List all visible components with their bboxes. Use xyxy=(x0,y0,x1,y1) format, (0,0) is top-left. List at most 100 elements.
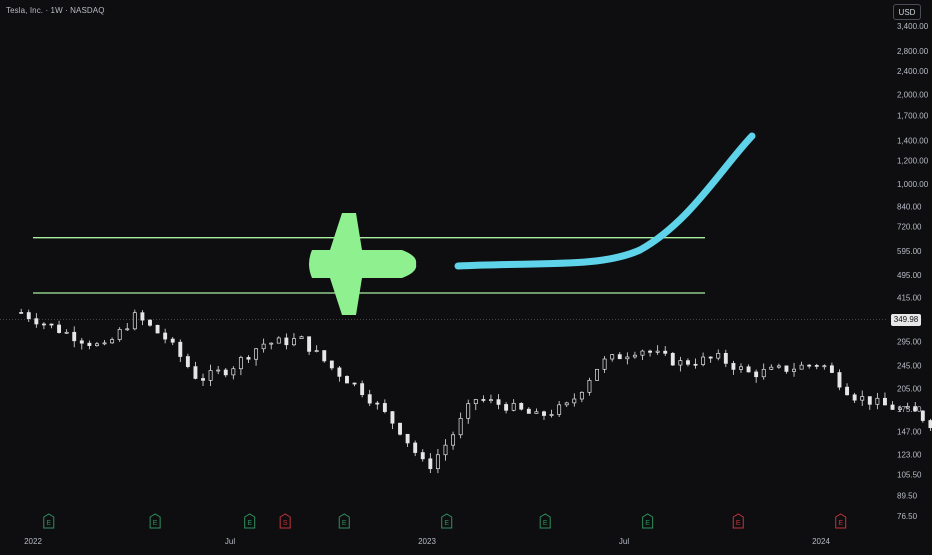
earnings-marker[interactable]: S xyxy=(279,513,291,529)
earnings-marker[interactable]: E xyxy=(642,513,654,529)
candle xyxy=(473,398,478,411)
svg-text:E: E xyxy=(543,520,548,527)
candle xyxy=(178,339,183,363)
candle xyxy=(155,324,160,334)
x-tick-label: 2023 xyxy=(418,537,436,546)
candle xyxy=(185,353,190,369)
candle xyxy=(291,333,296,347)
candle xyxy=(557,400,562,418)
y-tick-label: 147.00 xyxy=(897,428,922,437)
candle xyxy=(511,399,516,412)
x-tick-label: 2024 xyxy=(812,537,830,546)
candle xyxy=(132,309,137,331)
candle xyxy=(231,366,236,380)
candle xyxy=(405,433,410,447)
candle xyxy=(504,402,509,414)
candle xyxy=(534,408,539,414)
candle xyxy=(64,329,69,334)
candle xyxy=(488,394,493,404)
earnings-marker[interactable]: E xyxy=(835,513,847,529)
earnings-marker[interactable]: E xyxy=(338,513,350,529)
svg-text:E: E xyxy=(444,520,449,527)
candle xyxy=(299,335,304,340)
candle xyxy=(398,422,402,436)
candle xyxy=(352,382,357,387)
candle xyxy=(284,333,289,350)
candle xyxy=(920,410,925,423)
candle xyxy=(193,361,198,380)
candle xyxy=(307,336,312,355)
y-tick-label: 2,800.00 xyxy=(897,47,929,56)
candle xyxy=(882,392,887,406)
airplane-icon[interactable] xyxy=(309,213,417,315)
candle xyxy=(367,389,372,407)
earnings-marker[interactable]: E xyxy=(732,513,744,529)
candle xyxy=(519,402,524,411)
candle xyxy=(837,369,842,391)
svg-text:E: E xyxy=(46,520,51,527)
y-tick-label: 205.00 xyxy=(897,385,922,394)
candle xyxy=(451,431,456,450)
y-tick-label: 720.00 xyxy=(897,222,922,231)
y-tick-label: 245.00 xyxy=(897,362,922,371)
candle xyxy=(337,366,342,382)
y-tick-label: 1,400.00 xyxy=(897,137,929,146)
candle xyxy=(360,380,365,398)
candle xyxy=(19,308,24,314)
candle xyxy=(481,395,486,403)
earnings-marker[interactable]: E xyxy=(43,513,55,529)
candle xyxy=(723,349,728,368)
candle xyxy=(72,326,77,348)
candle xyxy=(458,412,463,439)
candle xyxy=(655,345,660,355)
candle xyxy=(625,352,630,365)
currency-button[interactable]: USD xyxy=(893,4,921,20)
earnings-marker[interactable]: E xyxy=(244,513,256,529)
candle xyxy=(731,360,736,375)
candle xyxy=(322,350,327,363)
candle xyxy=(201,373,205,387)
candle xyxy=(413,440,418,457)
candle xyxy=(345,375,349,384)
y-tick-label: 840.00 xyxy=(897,203,922,212)
earnings-marker[interactable]: E xyxy=(441,513,453,529)
y-tick-label: 295.00 xyxy=(897,338,922,347)
candle xyxy=(564,401,569,408)
candle xyxy=(867,396,872,410)
candle xyxy=(125,322,130,331)
candle xyxy=(443,439,448,461)
candle xyxy=(701,352,706,367)
y-tick-label: 123.00 xyxy=(897,451,922,460)
projection-curve[interactable] xyxy=(454,132,756,270)
candle xyxy=(898,405,903,412)
earnings-marker[interactable]: E xyxy=(149,513,161,529)
candle xyxy=(57,320,62,334)
svg-text:E: E xyxy=(247,520,252,527)
y-tick-label: 1,700.00 xyxy=(897,112,929,121)
earnings-marker[interactable]: E xyxy=(539,513,551,529)
candle xyxy=(329,360,334,371)
candle xyxy=(708,356,713,363)
candle xyxy=(26,309,31,322)
candle xyxy=(875,392,880,410)
candle xyxy=(640,349,645,361)
candle xyxy=(170,336,175,346)
candle xyxy=(617,352,622,360)
candle xyxy=(610,353,615,362)
chart-title: Tesla, Inc. · 1W · NASDAQ xyxy=(6,6,105,15)
candle xyxy=(602,356,607,373)
candle xyxy=(799,361,804,370)
candle xyxy=(670,352,675,366)
candle xyxy=(526,407,531,414)
svg-text:E: E xyxy=(736,520,741,527)
candle xyxy=(163,328,168,344)
candle xyxy=(678,356,683,372)
candle xyxy=(382,399,387,414)
candle xyxy=(814,363,819,370)
y-tick-label: 1,200.00 xyxy=(897,156,929,165)
candle xyxy=(390,411,395,430)
candle xyxy=(420,449,425,462)
candle xyxy=(928,418,932,431)
